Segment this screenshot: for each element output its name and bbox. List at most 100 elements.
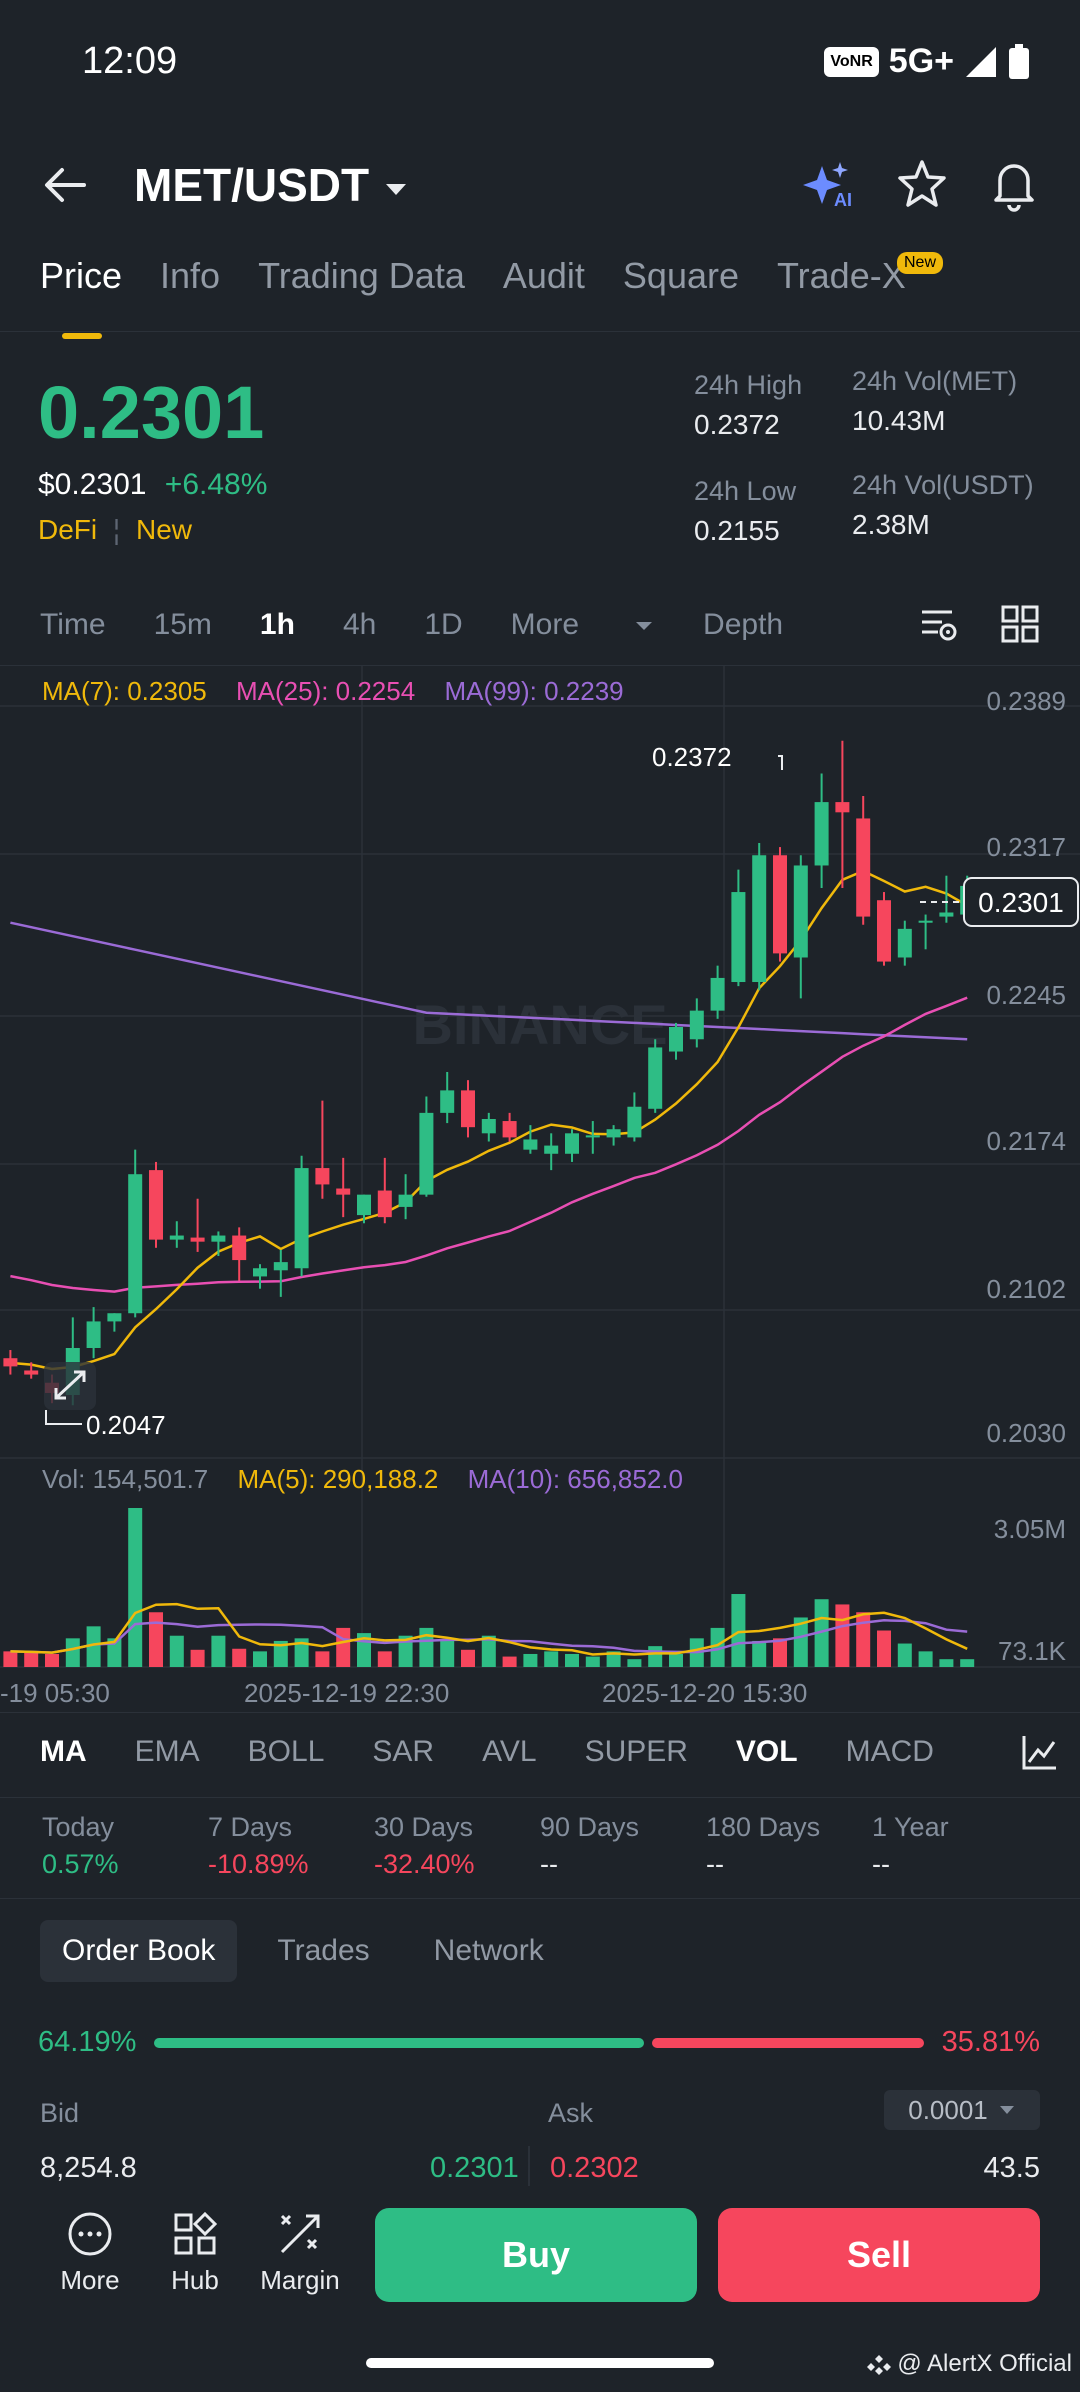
stat-value: 0.2155 (694, 515, 780, 546)
volte-icon: VoNR (824, 46, 879, 77)
tag-defi[interactable]: DeFi (38, 514, 98, 545)
tab-trade-x[interactable]: Trade-X (777, 255, 906, 296)
back-arrow-icon[interactable] (40, 160, 90, 210)
tab-trading-data[interactable]: Trading Data (258, 255, 465, 296)
indicator-vol[interactable]: VOL (735, 1735, 798, 1768)
perf-divider (0, 1898, 1080, 1899)
nav-hub-label: Hub (171, 2265, 219, 2295)
stat-value: 10.43M (852, 405, 946, 436)
precision-value: 0.0001 (908, 2094, 988, 2125)
volume-bar (814, 1599, 829, 1667)
home-indicator[interactable] (366, 2358, 714, 2368)
ask-ratio-fill (652, 2038, 924, 2048)
candle-body (710, 977, 725, 1011)
candle-body (752, 855, 767, 983)
indicator-super[interactable]: SUPER (584, 1735, 688, 1768)
price-chart[interactable]: BINANCE 0.23890.23170.22450.21740.21020.… (0, 666, 1080, 1710)
tab-info[interactable]: Info (160, 255, 221, 296)
candle-body (315, 1168, 330, 1185)
volume-bar (523, 1653, 538, 1667)
indicator-ema[interactable]: EMA (134, 1735, 200, 1768)
indicator-macd[interactable]: MACD (845, 1735, 934, 1768)
usd-price-row: $0.2301 +6.48% (38, 468, 267, 502)
nav-margin[interactable]: Margin (255, 2210, 345, 2296)
tab-trades[interactable]: Trades (277, 1934, 370, 1967)
volume-bar (627, 1659, 642, 1667)
timeframe-depth[interactable]: Depth (703, 608, 784, 641)
indicator-ma[interactable]: MA (40, 1735, 87, 1768)
volume-bar (232, 1648, 247, 1667)
volume-bar (918, 1651, 933, 1667)
candle-body (565, 1133, 579, 1154)
volume-bar (606, 1651, 621, 1667)
indicator-avl[interactable]: AVL (482, 1735, 537, 1768)
volume-bar (273, 1640, 288, 1667)
candle-body (169, 1235, 184, 1240)
candle-body (86, 1321, 101, 1348)
stat-24h-vol-quote: 24h Vol(USDT) 2.38M (852, 470, 1034, 541)
vol-ma10-label: MA(10): 656,852.0 (467, 1464, 683, 1494)
bell-icon[interactable] (988, 156, 1040, 212)
indicator-settings-icon[interactable] (1020, 1732, 1060, 1772)
svg-text:AI: AI (834, 190, 852, 210)
tab-order-book[interactable]: Order Book (40, 1920, 238, 1982)
candle-body (544, 1145, 559, 1154)
chart-watermark: BINANCE (412, 993, 667, 1056)
candle-body (835, 802, 850, 813)
status-bar: 12:09 VoNR 5G+ (0, 0, 1080, 130)
price-axis: 0.2389 0.2317 0.2245 0.2174 0.2102 0.2030 (986, 686, 1066, 1448)
timeframe-time[interactable]: Time (40, 608, 106, 641)
candles (3, 740, 975, 1406)
volume-bar (835, 1604, 850, 1667)
indicator-boll[interactable]: BOLL (247, 1735, 325, 1768)
tab-price[interactable]: Price (40, 255, 123, 339)
perf-value: -- (872, 1849, 890, 1879)
timeframe-more[interactable]: More (511, 608, 655, 642)
nav-margin-label: Margin (260, 2265, 340, 2295)
precision-select[interactable]: 0.0001 (884, 2090, 1040, 2130)
timeframe-bar: Time 15m 1h 4h 1D More Depth (40, 608, 831, 642)
tab-network[interactable]: Network (433, 1934, 544, 1967)
tab-square[interactable]: Square (622, 255, 740, 296)
nav-hub[interactable]: Hub (155, 2210, 235, 2296)
orderbook-tabs: Order Book Trades Network (40, 1920, 608, 1982)
battery-icon (1009, 43, 1029, 79)
perf-value: 0.57% (42, 1849, 119, 1879)
indicator-bar: MA EMA BOLL SAR AVL SUPER VOL MACD (40, 1735, 982, 1769)
price-axis-label: 0.2174 (986, 1126, 1066, 1156)
volume-bar (86, 1626, 101, 1667)
candle-body (377, 1190, 392, 1218)
chart-settings-icon[interactable] (918, 604, 960, 646)
chevron-down-icon (385, 183, 406, 195)
volume-bar (544, 1651, 559, 1667)
nav-more[interactable]: More (50, 2210, 130, 2296)
ma-legend: MA(7): 0.2305 MA(25): 0.2254 MA(99): 0.2… (42, 676, 624, 707)
timeframe-15m[interactable]: 15m (153, 608, 212, 641)
ma25-line (10, 996, 968, 1293)
candle-body (627, 1106, 642, 1138)
timeframe-1d[interactable]: 1D (424, 608, 463, 641)
grid-layout-icon[interactable] (1000, 604, 1040, 644)
ai-sparkle-icon[interactable]: AI (802, 160, 858, 210)
candle-body (939, 912, 954, 917)
performance-row: Today 0.57% 7 Days -10.89% 30 Days -32.40% … (42, 1812, 1038, 1880)
timeframe-4h[interactable]: 4h (342, 608, 377, 641)
expand-chart-button (44, 1362, 96, 1410)
tab-audit[interactable]: Audit (502, 255, 585, 296)
candle-body (253, 1268, 267, 1277)
main-tabs: Price Info Trading Data Audit Square Tra… (40, 255, 906, 339)
bid-header: Bid (40, 2098, 80, 2128)
candle-body (398, 1194, 413, 1207)
indicator-sar[interactable]: SAR (372, 1735, 435, 1768)
timeframe-1h[interactable]: 1h (259, 608, 295, 641)
sell-button[interactable]: Sell (718, 2208, 1040, 2302)
hub-icon (174, 2211, 218, 2255)
volume-bar (440, 1640, 455, 1667)
pair-selector[interactable]: MET/USDT (134, 158, 410, 212)
high-marker: 0.2372 (652, 742, 783, 772)
perf-30d: 30 Days -32.40% (374, 1812, 540, 1880)
buy-button[interactable]: Buy (375, 2208, 697, 2302)
star-icon[interactable] (896, 158, 948, 210)
vol-axis-max: 3.05M (993, 1514, 1066, 1544)
more-icon (68, 2212, 112, 2256)
